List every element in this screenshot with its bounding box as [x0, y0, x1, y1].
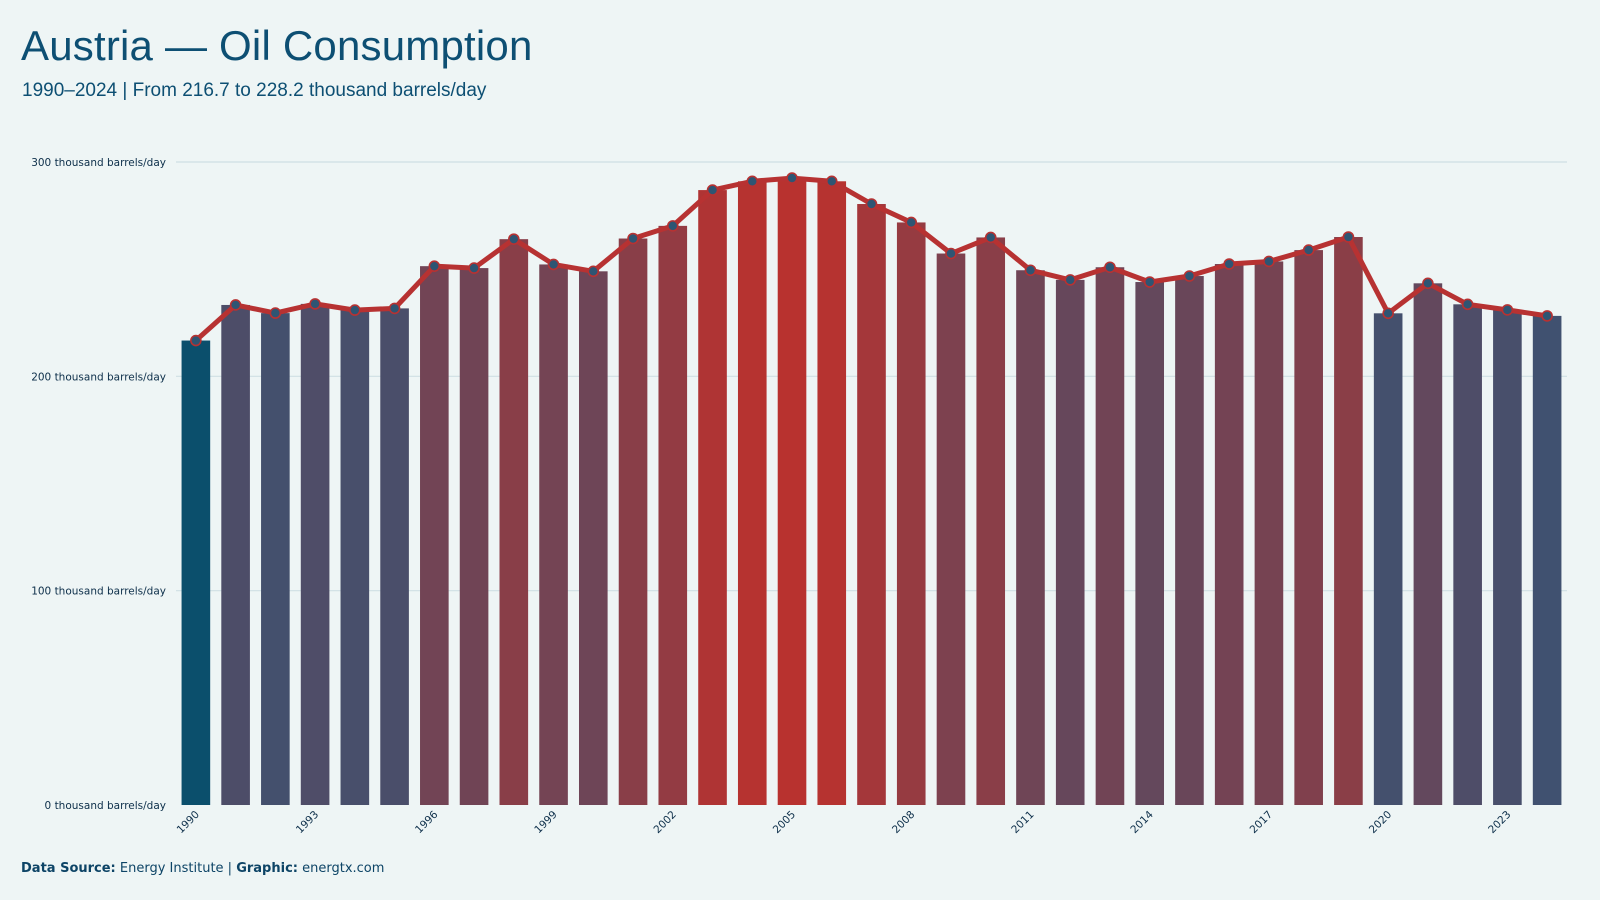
bar-2006 [817, 181, 847, 806]
y-tick-label: 200 thousand barrels/day [31, 371, 166, 383]
bar-2020 [1373, 313, 1403, 805]
marker-2022 [1461, 298, 1474, 311]
bar-2014 [1135, 282, 1165, 805]
marker-2010 [984, 231, 997, 244]
bar-2008 [896, 222, 926, 805]
footer: Data Source: Energy Institute | Graphic:… [21, 861, 384, 876]
marker-1993 [309, 298, 321, 310]
x-tick-label: 2014 [1128, 808, 1156, 836]
marker-1992 [269, 307, 282, 319]
bar-1993 [300, 303, 330, 805]
x-tick-label: 2023 [1486, 809, 1513, 836]
marker-1991 [229, 299, 242, 311]
graphic-value: energtx.com [302, 861, 385, 876]
bar-2024 [1532, 315, 1562, 805]
marker-1999 [547, 258, 560, 271]
marker-1994 [349, 304, 361, 316]
x-tick-label: 1996 [413, 808, 441, 836]
y-tick-label: 300 thousand barrels/day [31, 157, 166, 169]
bar-1999 [539, 264, 568, 806]
page-subtitle: 1990–2024 | From 216.7 to 228.2 thousand… [22, 80, 487, 101]
x-tick-label: 2017 [1248, 809, 1275, 836]
bar-2015 [1175, 276, 1204, 805]
x-tick-label: 2005 [771, 809, 798, 836]
bar-2002 [658, 225, 688, 805]
bar-2005 [777, 178, 807, 805]
marker-2003 [706, 184, 719, 196]
x-axis-ticks: 1990 1993 1996 1999 2002 2005 2008 2011 2014 2017… [175, 808, 1514, 836]
bar-2018 [1294, 250, 1323, 805]
bar-2007 [857, 204, 886, 805]
source-label: Data Source: [21, 861, 116, 876]
bar-2017 [1254, 261, 1284, 805]
y-tick-label: 100 thousand barrels/day [31, 586, 166, 598]
graphic-label: Graphic: [236, 861, 298, 876]
bar-1994 [340, 310, 370, 805]
marker-2024 [1541, 310, 1553, 322]
marker-1990 [190, 334, 202, 347]
bar-2023 [1493, 309, 1522, 805]
marker-2020 [1382, 307, 1394, 320]
marker-2018 [1302, 244, 1315, 256]
bar-2019 [1334, 237, 1363, 805]
x-tick-label: 1993 [294, 809, 321, 836]
marker-2007 [865, 198, 878, 210]
bar-2010 [976, 237, 1006, 806]
marker-2009 [945, 247, 957, 260]
bar-1995 [380, 308, 409, 805]
marker-2023 [1501, 304, 1514, 316]
marker-2013 [1104, 261, 1116, 274]
marker-2006 [825, 175, 838, 188]
x-tick-label: 2011 [1009, 809, 1036, 836]
bar-2001 [618, 238, 648, 806]
x-tick-label: 1999 [532, 809, 559, 836]
marker-1996 [428, 260, 441, 272]
x-tick-label: 2020 [1367, 809, 1394, 836]
bar-2003 [698, 190, 727, 806]
marker-2011 [1024, 264, 1037, 277]
bar-2013 [1095, 267, 1125, 805]
x-tick-label: 1990 [175, 809, 202, 836]
bars [181, 178, 1562, 806]
bar-1991 [221, 304, 250, 805]
x-tick-label: 2008 [890, 809, 917, 836]
bar-1992 [261, 313, 290, 805]
marker-2001 [627, 232, 639, 245]
marker-2016 [1223, 258, 1235, 270]
marker-2008 [905, 216, 918, 229]
y-tick-label: 0 thousand barrels/day [45, 800, 166, 812]
y-axis-ticks: 0 thousand barrels/day 100 thousand barre… [31, 157, 166, 812]
marker-2014 [1143, 276, 1156, 288]
trend-markers [190, 172, 1553, 347]
bar-2009 [936, 253, 966, 806]
bar-2016 [1214, 264, 1244, 805]
bar-2011 [1016, 270, 1045, 805]
marker-2015 [1183, 270, 1196, 282]
marker-2021 [1422, 277, 1434, 290]
marker-2002 [666, 220, 679, 232]
bar-2004 [737, 181, 767, 806]
marker-2019 [1342, 231, 1355, 243]
bar-1996 [420, 266, 449, 805]
bar-2000 [578, 271, 608, 805]
source-value: Energy Institute | [119, 861, 233, 876]
marker-2012 [1064, 274, 1077, 286]
bar-2021 [1413, 283, 1443, 806]
bar-1990 [181, 340, 211, 805]
marker-2005 [786, 172, 798, 184]
bar-2022 [1453, 304, 1482, 805]
marker-2017 [1263, 255, 1275, 268]
marker-2004 [746, 175, 759, 188]
marker-2000 [587, 265, 600, 278]
bar-2012 [1055, 279, 1085, 806]
marker-1998 [508, 233, 520, 245]
bar-1998 [499, 239, 529, 805]
page-title: Austria — Oil Consumption [21, 22, 533, 69]
bar-1997 [459, 268, 489, 806]
x-tick-label: 2002 [652, 809, 679, 836]
marker-1997 [468, 262, 480, 274]
marker-1995 [388, 302, 401, 315]
